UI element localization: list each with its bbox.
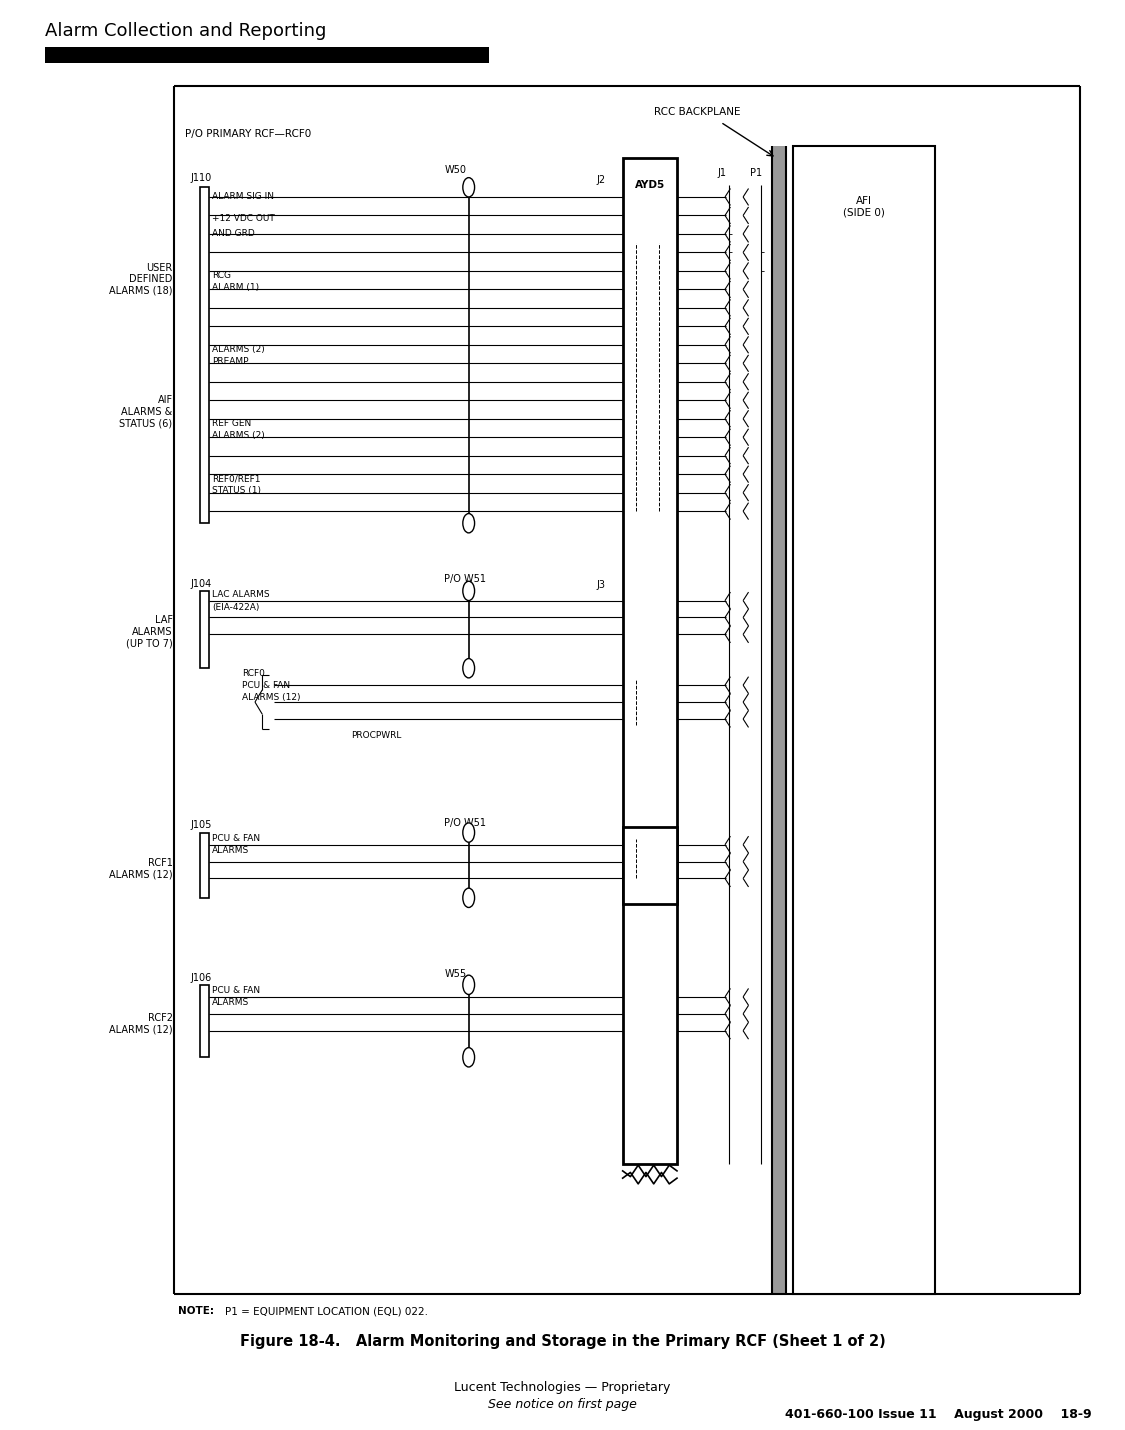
Text: AFI
(SIDE 0): AFI (SIDE 0) xyxy=(843,196,885,217)
Ellipse shape xyxy=(462,1048,475,1067)
Ellipse shape xyxy=(462,888,475,908)
Bar xyxy=(772,146,785,1294)
Text: (EIA-422A): (EIA-422A) xyxy=(213,603,260,612)
Text: See notice on first page: See notice on first page xyxy=(488,1397,637,1411)
Text: PCU & FAN: PCU & FAN xyxy=(242,681,290,689)
Text: J110: J110 xyxy=(190,173,212,183)
Bar xyxy=(622,827,677,904)
Text: LAF
ALARMS
(UP TO 7): LAF ALARMS (UP TO 7) xyxy=(126,615,172,649)
Ellipse shape xyxy=(462,822,475,842)
Bar xyxy=(793,146,935,1294)
Text: W50: W50 xyxy=(444,166,466,176)
Bar xyxy=(45,47,489,63)
Text: P/O PRIMARY RCF—RCF0: P/O PRIMARY RCF—RCF0 xyxy=(186,129,312,139)
Text: ALARMS (2): ALARMS (2) xyxy=(213,430,266,440)
Text: AIF
ALARMS &
STATUS (6): AIF ALARMS & STATUS (6) xyxy=(119,396,172,429)
Text: ALARMS: ALARMS xyxy=(213,847,250,855)
Text: Lucent Technologies — Proprietary: Lucent Technologies — Proprietary xyxy=(455,1380,670,1394)
Text: PROCPWRL: PROCPWRL xyxy=(351,731,402,741)
Text: RCC BACKPLANE: RCC BACKPLANE xyxy=(655,107,741,117)
Ellipse shape xyxy=(462,581,475,601)
Text: STATUS (1): STATUS (1) xyxy=(213,486,261,495)
Text: PCU & FAN: PCU & FAN xyxy=(213,987,261,995)
Text: REF GEN: REF GEN xyxy=(213,419,252,428)
Text: J106: J106 xyxy=(190,972,212,982)
Text: W55: W55 xyxy=(444,970,467,980)
Text: RCG: RCG xyxy=(213,270,232,280)
Text: P1: P1 xyxy=(750,167,763,177)
Text: LAC ALARMS: LAC ALARMS xyxy=(213,591,270,599)
Text: J104: J104 xyxy=(190,579,212,589)
Text: ALARMS: ALARMS xyxy=(213,998,250,1008)
Text: ALARM SIG IN: ALARM SIG IN xyxy=(213,193,274,202)
Text: ALARM (1): ALARM (1) xyxy=(213,283,260,292)
Bar xyxy=(200,187,209,523)
Ellipse shape xyxy=(462,659,475,678)
Text: AND GRD: AND GRD xyxy=(213,229,255,237)
Text: J2: J2 xyxy=(596,174,605,184)
Text: RCF2
ALARMS (12): RCF2 ALARMS (12) xyxy=(109,1012,172,1034)
Text: RCF0: RCF0 xyxy=(242,669,266,678)
Text: J1: J1 xyxy=(718,167,727,177)
Bar xyxy=(622,159,677,1164)
Bar xyxy=(200,985,209,1057)
Text: P/O W51: P/O W51 xyxy=(444,818,486,828)
Text: REF0/REF1: REF0/REF1 xyxy=(213,475,261,483)
Ellipse shape xyxy=(462,513,475,533)
Text: ALARMS (12): ALARMS (12) xyxy=(242,692,300,702)
Text: PREAMP: PREAMP xyxy=(213,358,249,366)
Ellipse shape xyxy=(462,177,475,197)
Text: PCU & FAN: PCU & FAN xyxy=(213,834,261,844)
Text: Figure 18-4.   Alarm Monitoring and Storage in the Primary RCF (Sheet 1 of 2): Figure 18-4. Alarm Monitoring and Storag… xyxy=(240,1334,885,1348)
Bar xyxy=(200,591,209,668)
Text: AYD5: AYD5 xyxy=(634,180,665,190)
Text: ALARMS (2): ALARMS (2) xyxy=(213,345,266,353)
Text: 401-660-100 Issue 11    August 2000    18-9: 401-660-100 Issue 11 August 2000 18-9 xyxy=(784,1409,1091,1421)
Text: P1 = EQUIPMENT LOCATION (EQL) 022.: P1 = EQUIPMENT LOCATION (EQL) 022. xyxy=(225,1307,428,1316)
Text: J105: J105 xyxy=(190,821,212,831)
Text: +12 VDC OUT: +12 VDC OUT xyxy=(213,214,276,223)
Text: J3: J3 xyxy=(596,579,605,589)
Text: USER
DEFINED
ALARMS (18): USER DEFINED ALARMS (18) xyxy=(109,263,172,296)
Bar xyxy=(200,832,209,898)
Ellipse shape xyxy=(462,975,475,994)
Text: P/O W51: P/O W51 xyxy=(444,573,486,583)
Text: NOTE:: NOTE: xyxy=(178,1307,214,1316)
Text: RCF1
ALARMS (12): RCF1 ALARMS (12) xyxy=(109,858,172,879)
Text: Alarm Collection and Reporting: Alarm Collection and Reporting xyxy=(45,21,326,40)
